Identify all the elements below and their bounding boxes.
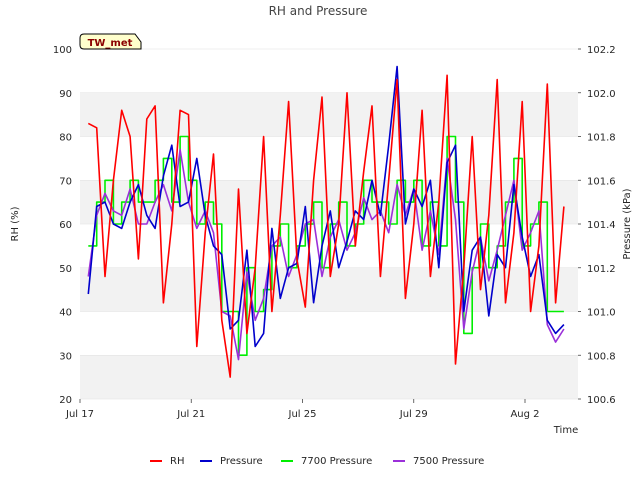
left-tick-label: 100 [53, 45, 72, 56]
right-tick-label: 101.2 [587, 264, 616, 275]
right-tick-label: 102.0 [587, 89, 616, 100]
left-tick-label: 50 [59, 264, 72, 275]
series-line-rh [87, 74, 565, 378]
series-line-pressure [87, 65, 565, 348]
right-tick-label: 100.6 [587, 395, 616, 406]
left-tick-label: 70 [59, 176, 72, 187]
x-tick-label: Aug 2 [510, 409, 539, 420]
series-lines [87, 65, 565, 378]
grid-band [80, 355, 578, 399]
series-line-7700-pressure [88, 135, 564, 356]
left-tick-label: 30 [59, 351, 72, 362]
site-badge-box [79, 33, 142, 50]
left-axis-ticks: 20 30 40 50 60 70 80 90 100 [53, 45, 72, 406]
x-tick-label: Jul 17 [65, 409, 94, 420]
right-tick-label: 101.0 [587, 308, 616, 319]
left-tick-label: 20 [59, 395, 72, 406]
right-tick-label: 102.2 [587, 45, 616, 56]
right-tick-label: 101.4 [587, 220, 616, 231]
right-axis-title: Pressure (kPa) [622, 188, 633, 259]
site-label: TW_met [88, 38, 133, 49]
x-tick-label: Jul 25 [288, 409, 317, 420]
site-badge: TW_met [79, 33, 142, 50]
grid-band [80, 267, 578, 312]
grid-band [80, 136, 578, 181]
left-tick-label: 80 [59, 133, 72, 144]
right-tick-label: 101.8 [587, 133, 616, 144]
legend-label: RH [170, 456, 184, 467]
legend-label: 7500 Pressure [413, 456, 484, 467]
grid-band [80, 311, 578, 356]
legend: RH Pressure 7700 Pressure 7500 Pressure [150, 456, 484, 467]
left-tick-label: 60 [59, 220, 72, 231]
x-tick-label: Jul 29 [399, 409, 428, 420]
grid-band [80, 49, 578, 93]
right-tick-label: 100.8 [587, 351, 616, 362]
left-tick-label: 90 [59, 89, 72, 100]
right-axis-ticks: 100.6 100.8 101.0 101.2 101.4 101.6 101.8 102.0… [578, 45, 616, 406]
legend-label: Pressure [220, 456, 263, 467]
right-tick-label: 101.6 [587, 176, 616, 187]
x-axis-title: Time [553, 425, 578, 436]
left-tick-label: 40 [59, 308, 72, 319]
left-axis-title: RH (%) [10, 206, 21, 241]
x-axis-ticks: Jul 17 Jul 21 Jul 25 Jul 29 Aug 2 [65, 399, 540, 420]
chart-title: RH and Pressure [269, 4, 368, 18]
legend-label: 7700 Pressure [301, 456, 372, 467]
x-tick-label: Jul 21 [176, 409, 205, 420]
